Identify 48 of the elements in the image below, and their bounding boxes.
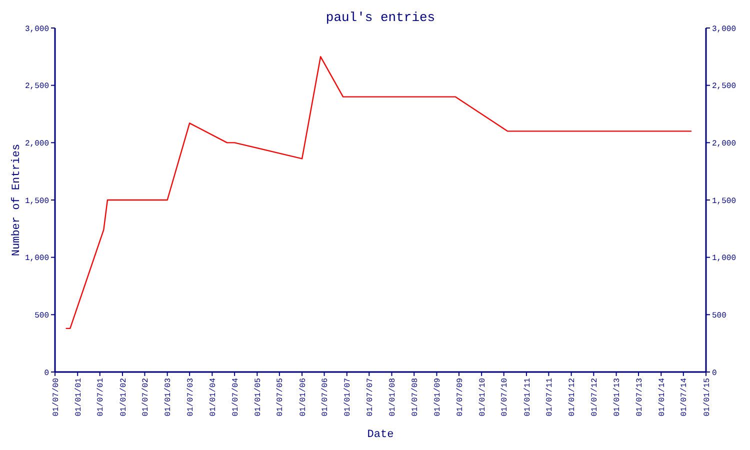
y-tick-label: 500 [34,311,50,320]
x-tick-label: 01/07/01 [96,378,106,416]
x-tick-label: 01/07/06 [321,378,330,416]
x-tick-label: 01/01/06 [298,378,308,416]
y-tick-label: 2,500 [24,82,50,92]
x-tick-label: 01/01/01 [74,378,84,416]
y-tick-label: 1,000 [24,254,50,264]
x-tick-label: 01/01/14 [658,378,667,416]
y2-tick-label: 500 [712,311,727,320]
x-tick-label: 01/07/10 [500,378,510,416]
x-tick-label: 01/01/02 [119,378,128,416]
x-tick-label: 01/07/14 [680,378,690,416]
x-tick-label: 01/01/08 [388,378,398,416]
x-axis-title: Date [367,429,394,441]
x-tick-label: 01/01/15 [702,378,712,416]
x-tick-label: 01/07/05 [276,378,286,416]
y2-tick-label: 3,000 [712,24,736,34]
chart-title: paul's entries [326,10,436,25]
y-tick-label: 0 [44,368,50,378]
y-tick-label: 3,000 [24,24,50,34]
x-tick-label: 01/07/07 [366,378,375,416]
x-tick-label: 01/01/12 [568,378,578,416]
y2-tick-label: 2,500 [712,82,736,92]
x-tick-label: 01/01/13 [613,378,622,416]
x-tick-label: 01/07/12 [590,378,600,416]
x-tick-label: 01/07/08 [410,378,420,416]
x-tick-label: 01/07/00 [52,378,61,416]
y-axis-title: Number of Entries [11,144,23,256]
x-tick-label: 01/01/04 [208,378,218,416]
y-tick-label: 1,500 [24,196,50,206]
line-series [66,56,692,330]
y-tick-label: 2,000 [24,139,50,148]
x-tick-label: 01/07/09 [456,378,465,416]
y2-tick-label: 1,000 [712,254,736,264]
x-tick-label: 01/07/13 [635,378,644,416]
y2-tick-label: 0 [712,368,717,378]
y2-tick-label: 2,000 [712,139,736,148]
x-tick-label: 01/01/10 [478,378,488,416]
x-tick-label: 01/01/05 [254,378,263,416]
x-tick-label: 01/01/09 [434,378,443,416]
x-tick-label: 01/01/03 [164,378,174,416]
y2-tick-label: 1,500 [712,196,736,206]
x-tick-label: 01/07/04 [231,378,240,416]
x-tick-label: 01/07/11 [545,378,554,416]
x-tick-label: 01/01/11 [523,378,532,416]
x-tick-label: 01/07/02 [142,378,151,416]
x-tick-label: 01/07/03 [186,378,196,416]
x-tick-label: 01/01/07 [344,378,353,416]
